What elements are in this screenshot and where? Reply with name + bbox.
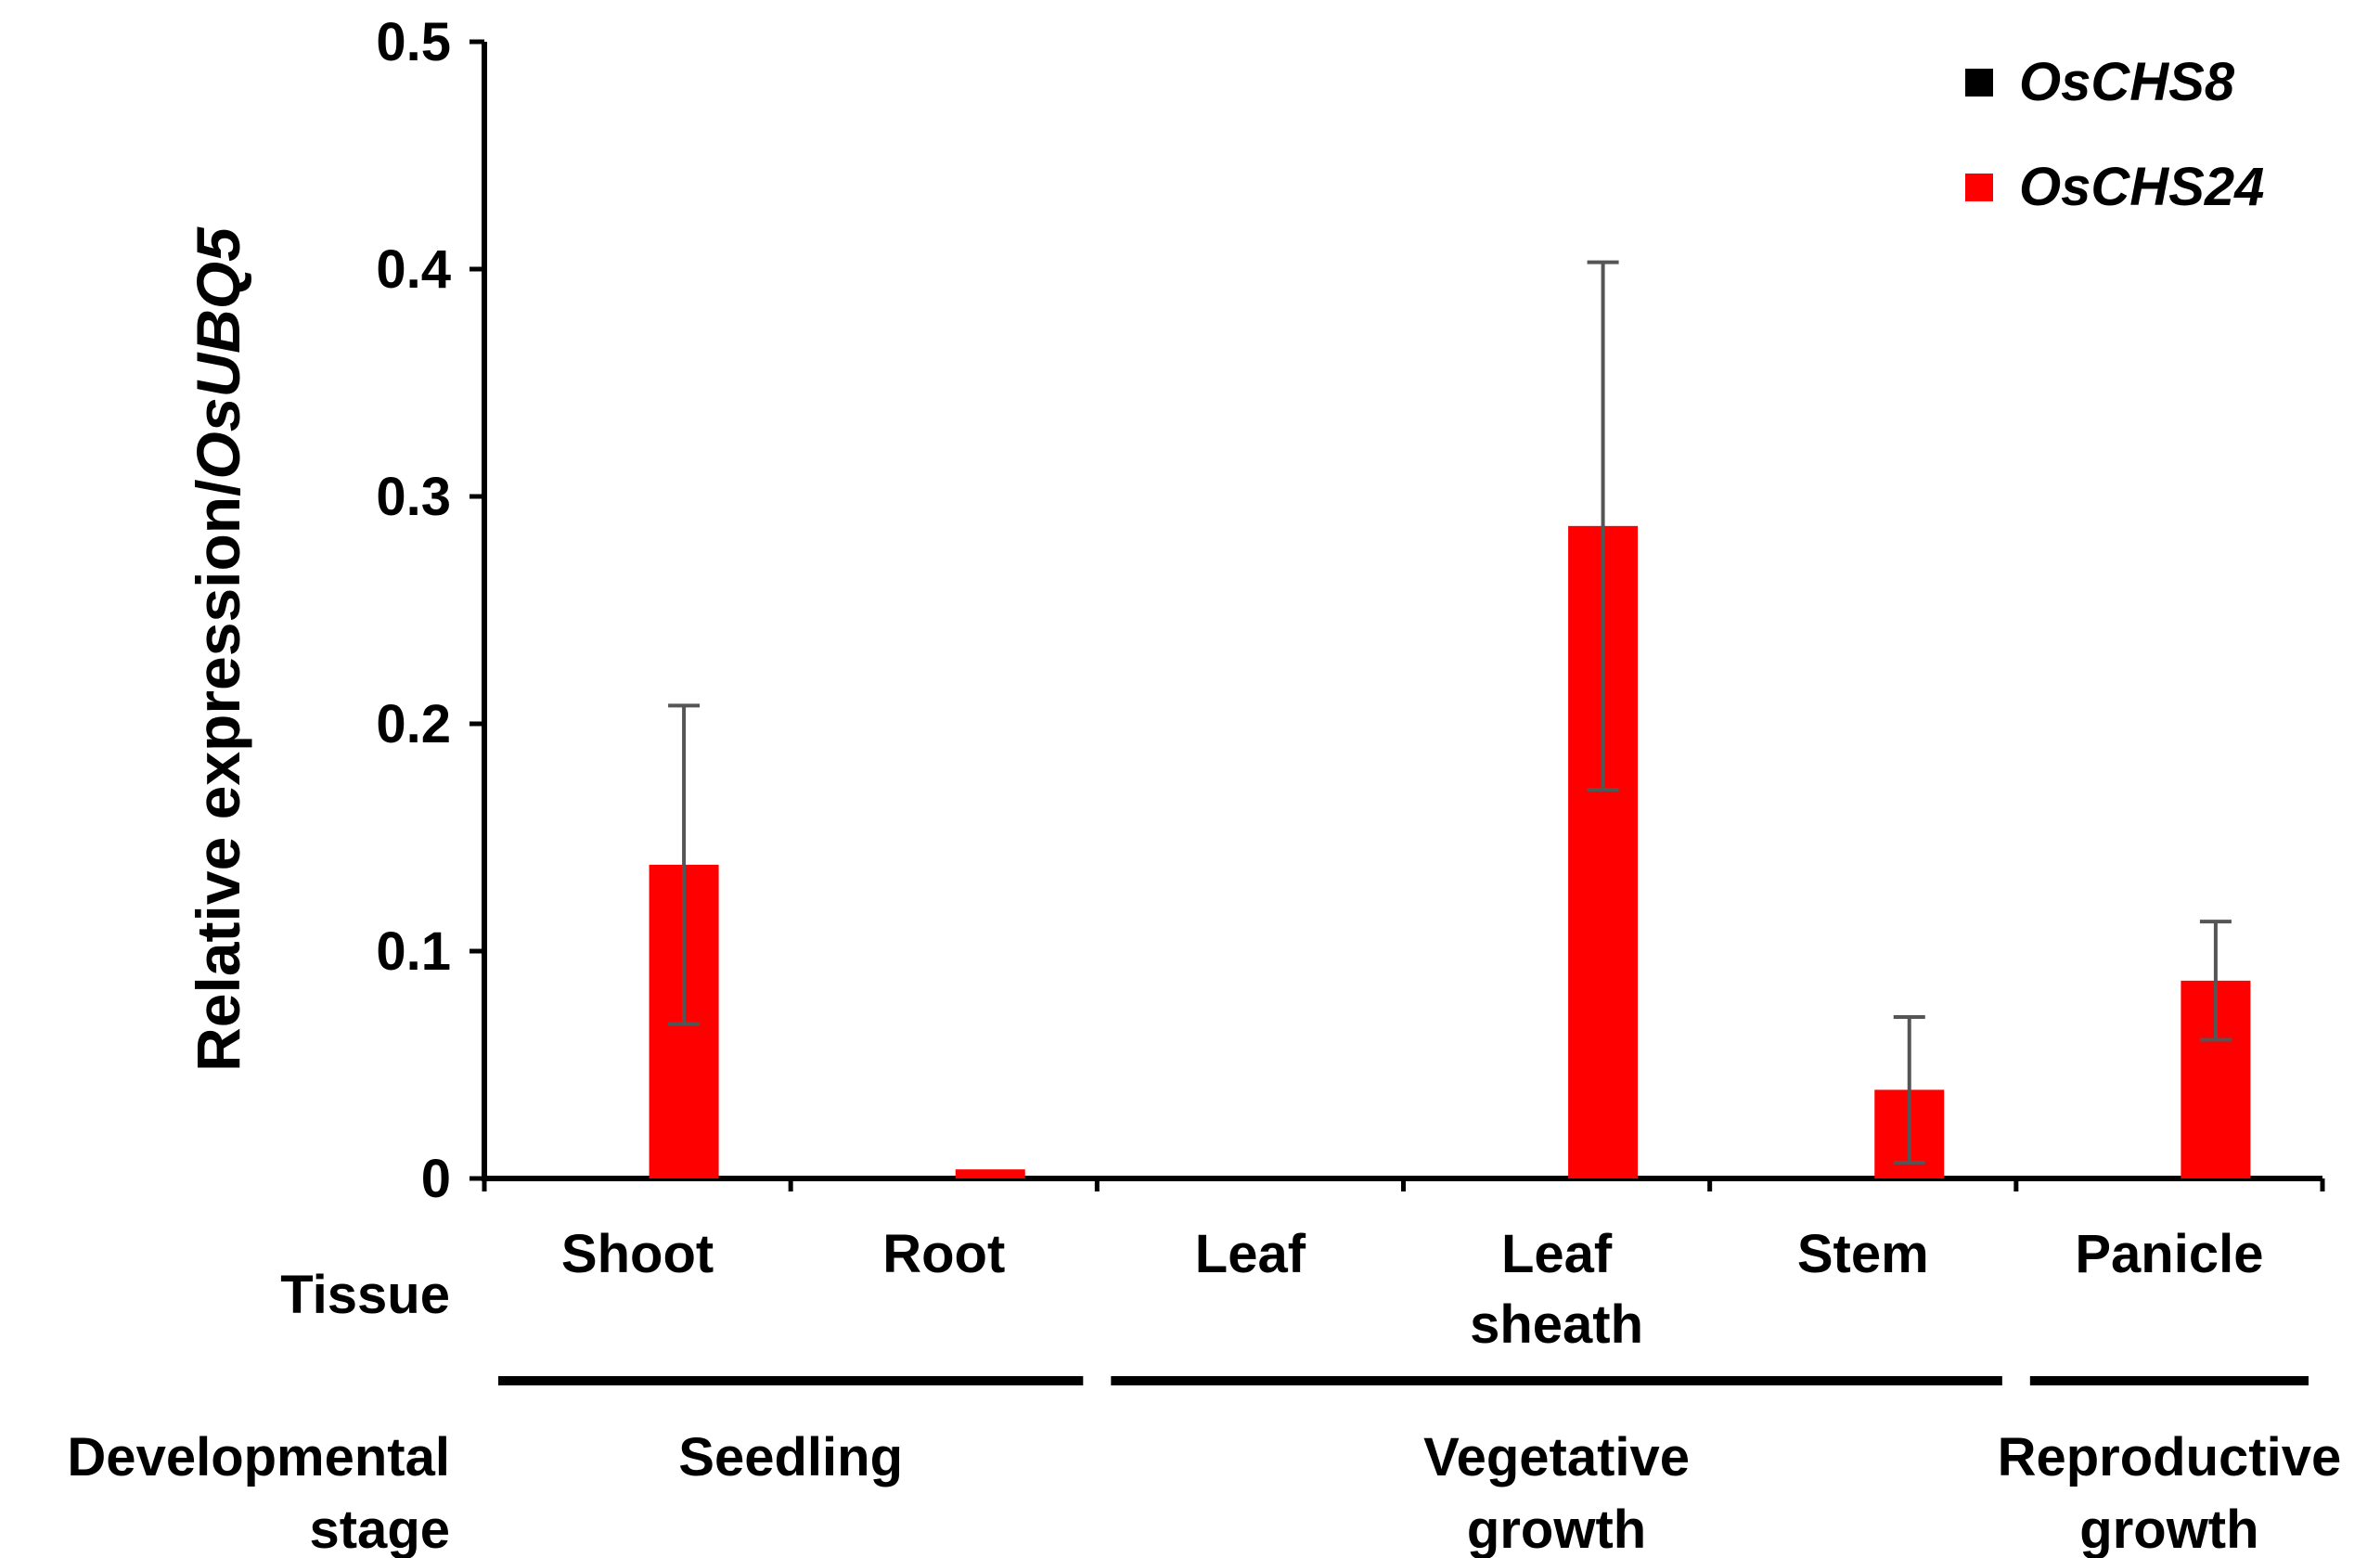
y-tick-label: 0.5 <box>376 12 451 72</box>
category-label: Shoot <box>561 1224 714 1284</box>
y-tick-label: 0.2 <box>376 694 451 754</box>
stage-row-label-line1: Developmental <box>67 1427 450 1487</box>
stage-label: Seedling <box>678 1427 903 1487</box>
stage-label-line2: growth <box>2079 1500 2258 1558</box>
axes <box>482 42 2325 1191</box>
category-label-line2: sheath <box>1470 1294 1643 1355</box>
stage-label: Vegetative <box>1423 1427 1690 1487</box>
y-ticks: 0 0.1 0.2 0.3 0.4 0.5 <box>376 12 484 1209</box>
y-axis-title: Relative expression/OsUBQ5 <box>184 226 252 1072</box>
legend-label-series-0: OsCHS8 <box>2019 52 2235 112</box>
stage-label: Reproductive <box>1998 1427 2342 1487</box>
legend-swatch-series-0 <box>1965 69 1993 97</box>
category-label: Root <box>882 1224 1005 1284</box>
legend: OsCHS8 OsCHS24 <box>1965 52 2264 217</box>
bar-OsCHS24-1 <box>955 1169 1025 1178</box>
y-tick-label: 0.1 <box>376 921 451 982</box>
tissue-row-label: Tissue <box>280 1265 450 1325</box>
stage-groups: Seedling Vegetative growth Reproductive grow… <box>498 1376 2342 1558</box>
category-label: Stem <box>1797 1224 1929 1284</box>
legend-label-series-1: OsCHS24 <box>2019 157 2264 217</box>
stage-label-line2: growth <box>1467 1500 1646 1558</box>
stage-row-label-line2: stage <box>309 1500 450 1558</box>
category-label: Leaf <box>1501 1224 1613 1284</box>
category-labels: Shoot Root Leaf Leaf sheath Stem Panicle <box>561 1224 2264 1355</box>
y-tick-label: 0 <box>421 1149 451 1209</box>
y-tick-label: 0.4 <box>376 239 451 300</box>
legend-swatch-series-1 <box>1965 174 1993 201</box>
y-axis-title-prefix: Relative expression/ <box>184 480 252 1072</box>
y-tick-label: 0.3 <box>376 467 451 527</box>
category-label: Leaf <box>1195 1224 1306 1284</box>
y-axis-title-gene: OsUBQ5 <box>184 226 252 480</box>
category-label: Panicle <box>2075 1224 2263 1284</box>
error-bars <box>668 260 2232 1165</box>
bars <box>649 525 2251 1178</box>
